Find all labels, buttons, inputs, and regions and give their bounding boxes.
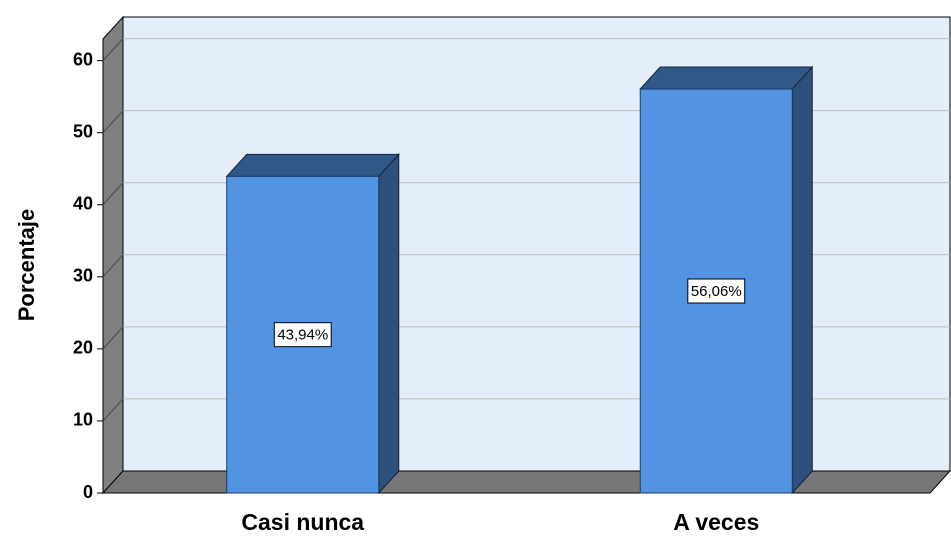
grid-line — [102, 110, 124, 134]
x-tick-label: Casi nunca — [241, 509, 364, 535]
left-wall — [102, 15, 124, 495]
y-tick-label: 20 — [73, 338, 93, 358]
y-tick-label: 0 — [83, 482, 93, 502]
y-tick-label: 10 — [73, 410, 93, 430]
grid-line — [102, 326, 124, 350]
value-label-box — [273, 322, 332, 348]
bar-top — [639, 66, 814, 90]
y-tick-label: 60 — [73, 49, 93, 69]
y-tick-label: 40 — [73, 193, 93, 213]
grid-line — [102, 254, 124, 278]
grid-line — [102, 38, 124, 61]
grid-line — [102, 182, 124, 206]
bar-side — [378, 153, 400, 495]
x-tick-label: A veces — [673, 509, 759, 535]
value-label-box — [687, 278, 746, 304]
y-tick-label: 50 — [73, 121, 93, 141]
bar-top — [225, 153, 400, 177]
value-label: 43,94% — [277, 327, 328, 344]
grid-line — [102, 398, 124, 422]
value-label: 56,06% — [691, 283, 742, 300]
y-axis-label: Porcentaje — [14, 209, 39, 322]
y-tick-label: 30 — [73, 266, 93, 286]
bar-side — [791, 65, 813, 495]
